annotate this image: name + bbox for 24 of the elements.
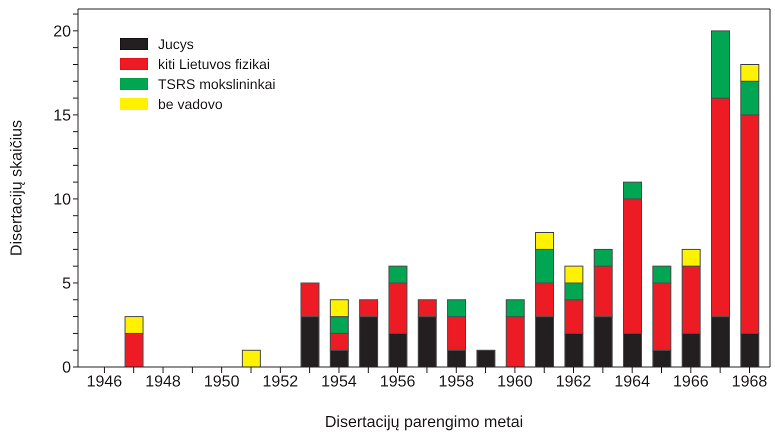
bar	[242, 350, 261, 367]
x-tick-label: 1960	[497, 373, 533, 390]
x-tick-label: 1950	[204, 373, 240, 390]
y-tick-label: 20	[53, 24, 72, 41]
y-tick-label: 5	[62, 276, 72, 293]
y-axis-title: Disertacijų skaičius	[8, 120, 26, 256]
x-tick-label: 1968	[732, 373, 768, 390]
x-tick-label: 1954	[321, 373, 357, 390]
x-tick-label: 1958	[438, 373, 474, 390]
x-tick-label: 1948	[145, 373, 181, 390]
x-tick-label: 1952	[262, 373, 298, 390]
legend-label: kiti Lietuvos fizikai	[158, 55, 270, 74]
legend-label: TSRS mokslininkai	[158, 75, 276, 94]
x-tick-label: 1964	[614, 373, 650, 390]
y-tick-label: 15	[53, 108, 72, 125]
x-tick-label: 1946	[86, 373, 122, 390]
legend-label: be vadovo	[158, 95, 223, 114]
x-axis-title: Disertacijų parengimo metai	[324, 414, 524, 431]
y-tick-label: 10	[53, 192, 72, 209]
x-tick-label: 1962	[556, 373, 592, 390]
y-tick-label: 0	[62, 360, 72, 377]
x-tick-label: 1966	[673, 373, 709, 390]
x-tick-label: 1956	[380, 373, 416, 390]
legend-label: Jucys	[158, 35, 194, 54]
